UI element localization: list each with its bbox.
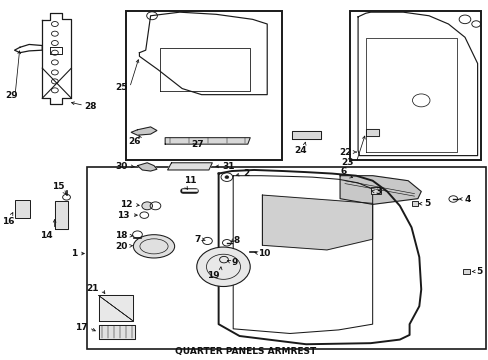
Text: 4: 4 [464, 194, 470, 203]
Text: 17: 17 [75, 323, 87, 332]
Text: 29: 29 [5, 91, 18, 100]
Text: 5: 5 [423, 199, 429, 208]
Text: 3: 3 [375, 187, 381, 196]
Polygon shape [99, 296, 132, 320]
Text: 16: 16 [2, 217, 15, 226]
Text: 23: 23 [341, 158, 353, 167]
Text: 25: 25 [115, 83, 127, 92]
Text: 8: 8 [233, 236, 240, 245]
Polygon shape [262, 195, 372, 250]
Polygon shape [165, 138, 250, 144]
Ellipse shape [133, 235, 174, 258]
Text: 12: 12 [120, 200, 132, 209]
Text: 21: 21 [86, 284, 99, 293]
Polygon shape [365, 129, 378, 136]
Circle shape [142, 202, 152, 210]
Text: 14: 14 [40, 231, 52, 240]
Bar [370, 187, 381, 194]
Text: 15: 15 [52, 183, 64, 192]
Bar [126, 12, 281, 160]
Polygon shape [291, 131, 320, 139]
Text: 20: 20 [115, 242, 127, 251]
Text: 6: 6 [340, 167, 346, 176]
Text: 27: 27 [190, 140, 203, 149]
Circle shape [196, 247, 250, 287]
Polygon shape [340, 176, 420, 204]
Text: 18: 18 [115, 231, 127, 240]
Text: 2: 2 [243, 169, 249, 178]
Bar [462, 269, 469, 274]
Text: 1: 1 [71, 249, 78, 258]
Bar [349, 12, 480, 160]
Text: 11: 11 [183, 176, 196, 185]
Text: 13: 13 [117, 211, 129, 220]
Text: 5: 5 [475, 267, 482, 276]
Polygon shape [131, 127, 157, 135]
Circle shape [224, 176, 228, 179]
Text: 9: 9 [231, 258, 238, 267]
Text: 22: 22 [338, 148, 350, 157]
Text: 10: 10 [258, 249, 270, 258]
Bar [411, 201, 417, 206]
Text: 26: 26 [128, 137, 141, 146]
Text: 28: 28 [84, 102, 96, 111]
Text: 24: 24 [294, 145, 306, 154]
Text: 19: 19 [206, 271, 219, 280]
Text: 7: 7 [194, 235, 200, 244]
Polygon shape [137, 163, 157, 171]
Text: 30: 30 [115, 162, 127, 171]
Text: QUARTER PANELS ARMREST: QUARTER PANELS ARMREST [174, 347, 315, 356]
Polygon shape [55, 201, 68, 229]
Polygon shape [99, 325, 134, 338]
Polygon shape [167, 163, 212, 170]
Text: 31: 31 [222, 162, 235, 171]
Bar [87, 167, 485, 348]
Bar [15, 201, 30, 218]
